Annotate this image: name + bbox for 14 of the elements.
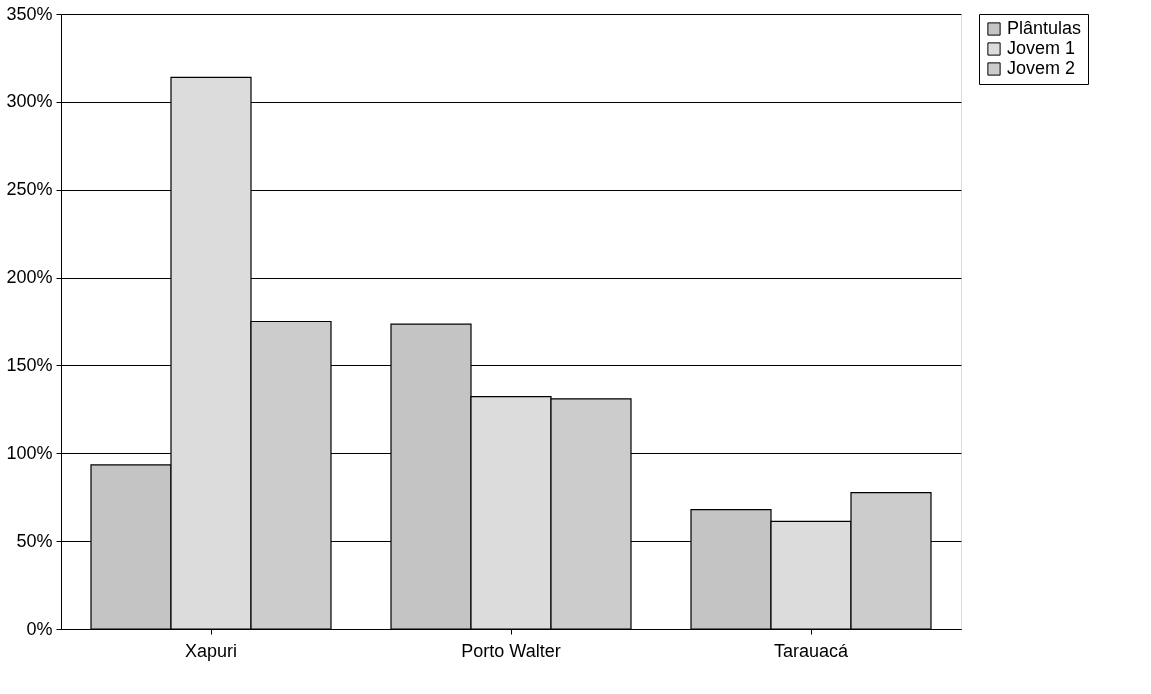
x-tick-label: Porto Walter	[461, 640, 561, 661]
legend-label: Jovem 2	[1007, 58, 1076, 78]
y-tick-label: 150%	[6, 354, 53, 375]
legend-label: Plântulas	[1007, 18, 1082, 38]
x-tick-label: Tarauacá	[773, 640, 850, 661]
y-tick-label: 50%	[16, 530, 53, 551]
y-tick-label: 350%	[6, 3, 53, 24]
y-tick-label: 0%	[26, 618, 53, 639]
y-tick-label: 200%	[6, 267, 53, 288]
x-tick-label: Xapuri	[184, 640, 238, 661]
legend-label: Jovem 1	[1007, 38, 1076, 58]
y-tick-label: 300%	[6, 91, 53, 112]
y-tick-label: 250%	[6, 179, 53, 200]
y-tick-label: 100%	[6, 442, 53, 463]
